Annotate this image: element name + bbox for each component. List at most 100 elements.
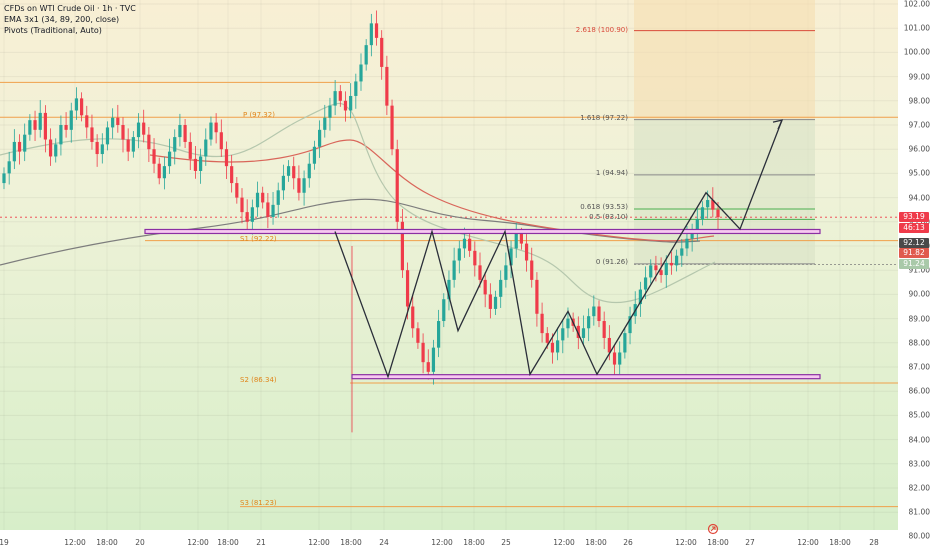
candle-body	[230, 166, 234, 184]
candle-body	[468, 238, 472, 251]
candle-body	[493, 296, 498, 309]
candle-body	[64, 125, 68, 130]
candle-body	[328, 105, 332, 118]
price-tick: 98.00	[908, 96, 930, 106]
price-tick: 97.00	[908, 120, 930, 130]
time-tick: 25	[501, 538, 511, 547]
time-tick: 24	[379, 538, 389, 547]
candle-body	[664, 262, 668, 276]
symbol-title: CFDs on WTI Crude Oil · 1h · TVC	[4, 4, 136, 13]
time-tick: 12:00	[431, 538, 453, 547]
fib-target-zone-lower	[634, 119, 815, 264]
price-tick: 81.00	[908, 507, 930, 517]
time-tick: 26	[623, 538, 633, 547]
candle-body	[540, 313, 544, 334]
pivot-label-s3: S3 (81.23)	[240, 499, 277, 507]
time-tick: 12:00	[308, 538, 330, 547]
pivot-label-s2: S2 (86.34)	[240, 376, 277, 384]
candle-body	[338, 91, 342, 101]
price-tick: 85.00	[908, 410, 930, 420]
candle-body	[457, 248, 461, 261]
price-tick: 96.00	[908, 144, 930, 154]
candle-body	[364, 45, 368, 65]
candle-body	[276, 190, 280, 205]
ema-long-tag: 91.24	[899, 259, 929, 270]
candle-body	[374, 23, 379, 38]
time-axis[interactable]: 19 12:00 18:00 20 12:00 18:00 21 12:00 18:00 24 12…	[0, 530, 898, 550]
pivot-label-s1: S1 (92.22)	[240, 235, 277, 243]
ema-indicator-label[interactable]: EMA 3x1 (34, 89, 200, close)	[4, 15, 120, 24]
candle-body	[421, 342, 425, 363]
candle-body	[7, 161, 11, 174]
candle-body	[90, 127, 94, 142]
candle-body	[369, 23, 373, 46]
time-tick: 18:00	[829, 538, 851, 547]
candle-body	[147, 134, 151, 150]
alert-icon[interactable]	[706, 520, 720, 535]
candle-body	[499, 279, 503, 297]
time-tick: 12:00	[553, 538, 575, 547]
candle-body	[385, 66, 389, 106]
price-tick: 91.00	[908, 265, 930, 275]
price-tick: 102.00	[903, 0, 930, 9]
candle-body	[478, 265, 482, 280]
candle-body	[131, 137, 135, 152]
price-tick: 82.00	[908, 483, 930, 493]
candle-body	[695, 219, 699, 232]
time-tick: 28	[869, 538, 879, 547]
price-axis[interactable]: 102.00 101.00 100.00 99.00 98.00 97.00 96.00 95…	[898, 0, 932, 541]
candle-body	[323, 117, 327, 130]
price-tick: 99.00	[908, 72, 930, 82]
candle-body	[261, 192, 265, 203]
pivots-indicator-label[interactable]: Pivots (Traditional, Auto)	[4, 26, 102, 35]
candle-body	[400, 221, 404, 271]
candle-body	[587, 316, 591, 329]
candle-body	[33, 120, 37, 130]
candle-body	[623, 333, 627, 353]
candle-body	[250, 207, 254, 222]
candle-body	[38, 112, 42, 130]
price-tick: 84.00	[908, 435, 930, 445]
candle-body	[111, 117, 115, 128]
price-tick: 89.00	[908, 314, 930, 324]
time-tick: 18:00	[707, 538, 729, 547]
price-tick: 101.00	[903, 23, 930, 33]
candle-body	[178, 125, 182, 138]
candle-body	[85, 115, 89, 128]
candle-body	[380, 37, 384, 67]
candle-body	[431, 347, 436, 372]
candle-body	[488, 294, 492, 309]
candle-body	[618, 352, 622, 365]
candle-body	[100, 144, 104, 155]
candle-body	[126, 139, 130, 152]
time-tick: 18:00	[96, 538, 118, 547]
candle-body	[669, 262, 674, 266]
time-tick: 18:00	[217, 538, 239, 547]
candle-body	[281, 175, 285, 191]
candle-body	[136, 122, 141, 138]
candle-body	[142, 122, 146, 135]
candle-body	[333, 91, 337, 106]
candle-body	[199, 156, 203, 171]
arrow-head-icon	[772, 119, 784, 130]
candle-body	[2, 173, 6, 184]
candle-body	[566, 318, 570, 329]
candle-body	[690, 231, 694, 239]
chart-canvas[interactable]	[0, 0, 898, 530]
price-tick: 94.00	[908, 193, 930, 203]
fib-label-1618: 1.618 (97.22)	[580, 114, 628, 122]
time-tick: 20	[135, 538, 145, 547]
ema-200-line	[0, 198, 701, 266]
candle-body	[152, 149, 156, 164]
candle-body	[561, 328, 565, 341]
candle-body	[214, 122, 218, 133]
candle-body	[245, 212, 249, 222]
time-tick: 12:00	[675, 538, 697, 547]
pivot-label-p: P (97.32)	[243, 111, 275, 119]
candle-body	[343, 100, 348, 111]
price-tick: 83.00	[908, 459, 930, 469]
fib-label-1: 1 (94.94)	[595, 169, 628, 177]
candle-body	[80, 98, 84, 116]
candle-body	[659, 270, 663, 276]
